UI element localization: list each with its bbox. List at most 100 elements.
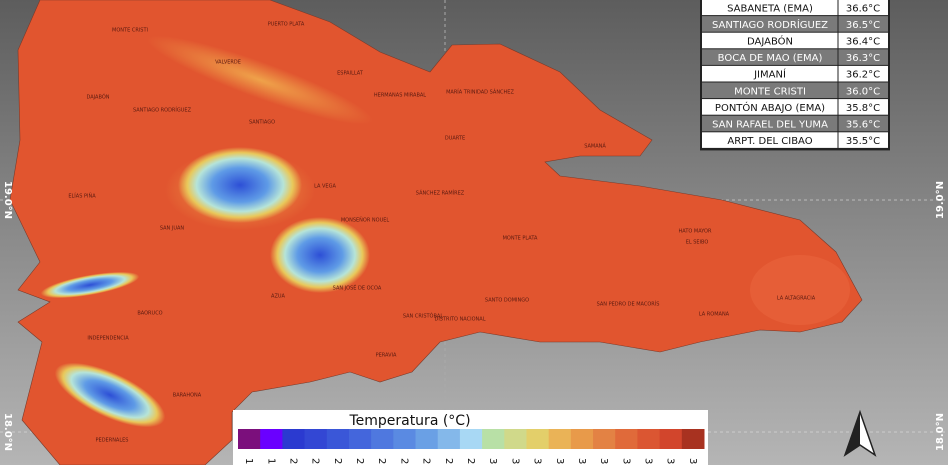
station-name: SABANETA (EMA) [727,3,813,14]
province-label: INDEPENDENCIA [87,336,129,342]
province-label: DISTRITO NACIONAL [434,317,485,323]
colorbar-tick-label: 2 [421,458,432,464]
temperature-field [270,217,370,293]
temperature-field [40,271,140,299]
table-row [702,0,888,16]
province-label: BARAHONA [173,393,202,399]
station-name: BOCA DE MAO (EMA) [718,53,823,64]
station-name: DAJABÓN [747,35,793,48]
colorbar-cell [504,429,527,449]
table-row [702,99,888,115]
station-temp: 36.0°C [846,86,880,97]
province-label: SANTIAGO RODRÍGUEZ [133,107,192,114]
latitude-label: 19.0°N [935,181,946,219]
colorbar-tick-label: 3 [532,458,543,464]
province-label: PEDERNALES [96,438,129,444]
colorbar-tick-label: 1 [265,458,276,464]
colorbar-cell [526,429,550,449]
colorbar-tick-label: 2 [310,458,321,464]
legend: Temperatura (°C) 1 1 2 2 2 2 2 2 2 2 2 3 3 3 3 3 3 3 3 3 3 [233,410,708,465]
province-label: SAN JOSÉ DE OCOA [333,284,382,292]
province-label: SANTO DOMINGO [485,298,529,304]
colorbar-cell [593,429,616,449]
colorbar-cell [615,429,638,449]
colorbar-cell [238,429,261,449]
province-label: ESPAILLAT [337,71,364,77]
colorbar-cell [326,429,350,449]
colorbar-cell [348,429,372,449]
province-label: SÁNCHEZ RAMÍREZ [416,190,465,197]
temperature-field [147,35,373,125]
colorbar-tick-label: 3 [665,458,676,464]
colorbar-cell [681,429,705,449]
station-temp: 35.6°C [846,120,880,131]
province-label: DUARTE [445,136,465,142]
colorbar-cell [437,429,461,449]
colorbar-tick-label: 1 [243,458,254,464]
province-label: SANTIAGO [249,120,275,126]
colorbar-tick-label: 2 [376,458,387,464]
colorbar-tick-label: 3 [487,458,498,464]
province-label: MONTE PLATA [503,236,538,242]
station-temp: 36.3°C [846,53,880,64]
station-temp: 36.4°C [846,37,880,48]
table-row [702,49,888,65]
colorbar-tick-label: 3 [598,458,609,464]
province-label: MONSEÑOR NOUEL [341,217,390,224]
colorbar-cell [548,429,572,449]
legend-title: Temperatura (°C) [348,413,470,429]
colorbar-tick-label: 2 [465,458,476,464]
table-row [702,16,888,32]
colorbar-cell [659,429,683,449]
station-name: ARPT. DEL CIBAO [727,136,812,147]
province-label: MONTE CRISTI [112,28,148,34]
table-row [702,115,888,132]
colorbar-tick-label: 2 [354,458,365,464]
station-temp: 35.8°C [846,103,880,114]
colorbar-cell [637,429,661,449]
colorbar-tick-label: 2 [443,458,454,464]
colorbar-tick-label: 2 [287,458,298,464]
station-name: SANTIAGO RODRÍGUEZ [712,18,828,31]
colorbar-cell [304,429,328,449]
province-label: HATO MAYOR [679,229,712,235]
colorbar-tick-label: 2 [332,458,343,464]
station-name: JIMANÍ [753,68,786,81]
province-label: MARÍA TRINIDAD SÁNCHEZ [446,89,514,96]
province-label: PUERTO PLATA [268,22,305,28]
colorbar-cell [415,429,439,449]
colorbar-tick-label: 3 [620,458,631,464]
station-name: MONTE CRISTI [734,86,806,97]
province-label: HERMANAS MIRABAL [374,93,426,99]
station-table: SABANETA (EMA) 36.6°C SANTIAGO RODRÍGUEZ 36… [700,0,890,151]
station-temp: 36.6°C [846,3,880,14]
latitude-label: 18.0°N [935,413,946,451]
colorbar-tick-label: 2 [398,458,409,464]
province-label: VALVERDE [215,60,241,66]
province-label: DAJABÓN [86,94,109,101]
colorbar-tick-label: 3 [643,458,654,464]
latitude-label: 19.0°N [2,181,13,219]
province-label: LA ALTAGRACIA [777,296,816,302]
table-row [702,132,888,148]
temperature-field [178,147,302,223]
colorbar-cell [282,429,306,449]
colorbar-tick-label: 3 [509,458,520,464]
station-name: SAN RAFAEL DEL YUMA [712,120,828,131]
colorbar-cell [482,429,505,449]
province-labels: MONTE CRISTI PUERTO PLATA VALVERDE ESPAILLA… [68,22,815,444]
table-row [702,32,888,49]
colorbar-cell [393,429,417,449]
province-label: SAN PEDRO DE MACORÍS [597,301,660,308]
colorbar-cell [459,429,483,449]
table-row [702,65,888,82]
colorbar-cell [371,429,394,449]
station-temp: 36.5°C [846,20,880,31]
latitude-label: 18.0°N [2,413,13,451]
colorbar-tick-label: 3 [576,458,587,464]
station-temp: 36.2°C [846,70,880,81]
colorbar-cell [570,429,594,449]
province-label: LA VEGA [314,184,336,190]
colorbar-cell [260,429,283,449]
province-label: LA ROMANA [699,312,730,318]
